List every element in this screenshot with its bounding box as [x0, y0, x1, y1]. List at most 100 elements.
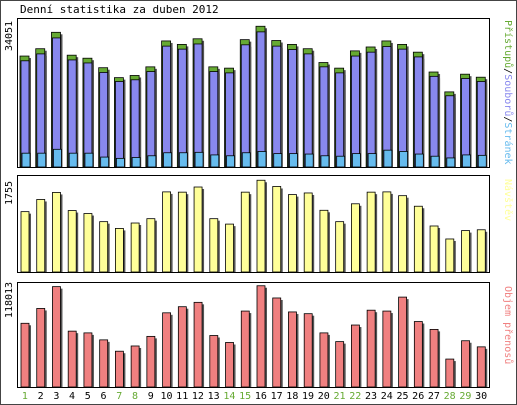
bar-navstev-25 — [398, 195, 408, 273]
bar-souboru-17 — [272, 45, 282, 168]
bar-objem-20 — [319, 332, 329, 388]
bar-stranek-24 — [383, 149, 393, 168]
chart-title: Denní statistika za duben 2012 — [20, 3, 219, 16]
x-tick-label-16: 16 — [255, 391, 267, 402]
bar-navstev-22 — [350, 203, 360, 273]
bar-objem-16 — [256, 285, 266, 388]
bar-objem-25 — [398, 296, 408, 388]
bar-objem-24 — [382, 310, 392, 388]
x-tick-label-25: 25 — [396, 391, 408, 402]
bar-navstev-13 — [209, 218, 219, 273]
bar-stranek-7 — [116, 157, 125, 168]
bar-souboru-12 — [193, 43, 203, 168]
panel-frame-1 — [17, 18, 490, 168]
bar-stranek-2 — [37, 152, 47, 168]
bar-objem-17 — [272, 297, 282, 388]
x-tick-label-4: 4 — [69, 391, 75, 402]
bar-stranek-11 — [178, 152, 188, 168]
bar-stranek-10 — [163, 152, 173, 168]
bar-objem-21 — [335, 341, 345, 388]
bar-navstev-14 — [225, 223, 234, 273]
x-tick-label-30: 30 — [475, 391, 487, 402]
x-tick-label-10: 10 — [160, 391, 172, 402]
bar-stranek-12 — [194, 151, 204, 168]
bar-stranek-28 — [446, 157, 456, 168]
bar-souboru-10 — [162, 45, 172, 168]
bar-navstev-4 — [67, 210, 77, 273]
bar-souboru-6 — [99, 72, 109, 168]
bar-objem-27 — [429, 328, 439, 388]
bar-navstev-18 — [288, 194, 297, 273]
x-tick-label-1: 1 — [22, 391, 28, 402]
x-tick-label-6: 6 — [101, 391, 107, 402]
bar-stranek-29 — [462, 154, 471, 168]
bar-stranek-8 — [131, 157, 141, 168]
x-tick-label-21: 21 — [334, 391, 346, 402]
bar-souboru-30 — [476, 81, 486, 168]
bar-stranek-3 — [53, 148, 62, 168]
x-tick-label-11: 11 — [176, 391, 188, 402]
x-tick-label-22: 22 — [349, 391, 361, 402]
bar-navstev-2 — [36, 199, 46, 273]
bar-navstev-3 — [52, 192, 61, 273]
bar-stranek-14 — [226, 155, 235, 168]
x-tick-label-26: 26 — [412, 391, 424, 402]
bar-navstev-28 — [445, 238, 455, 273]
bar-stranek-15 — [241, 152, 251, 168]
bar-stranek-20 — [320, 155, 330, 168]
x-tick-label-13: 13 — [208, 391, 220, 402]
legend-sep: / — [502, 116, 513, 122]
bar-souboru-25 — [398, 48, 408, 168]
legend-objem: Objem přenosů — [502, 286, 514, 364]
bar-souboru-26 — [413, 56, 423, 168]
y-max-label-2: 1755 — [4, 181, 15, 205]
bar-navstev-20 — [319, 209, 329, 273]
x-tick-label-7: 7 — [116, 391, 122, 402]
bar-objem-15 — [240, 310, 250, 388]
bar-souboru-13 — [209, 71, 219, 168]
panel-frame-2 — [17, 175, 490, 273]
bar-navstev-10 — [162, 191, 172, 273]
bar-navstev-23 — [366, 191, 376, 273]
y-max-label-3: 118013 — [4, 282, 15, 318]
bar-navstev-17 — [272, 186, 282, 273]
x-tick-label-19: 19 — [302, 391, 314, 402]
bar-souboru-1 — [20, 60, 30, 168]
bar-souboru-14 — [225, 72, 234, 168]
bar-objem-18 — [288, 311, 297, 388]
x-tick-label-29: 29 — [459, 391, 471, 402]
bar-navstev-15 — [240, 191, 250, 273]
x-tick-label-23: 23 — [365, 391, 377, 402]
x-tick-label-8: 8 — [132, 391, 138, 402]
y-max-label-1: 34051 — [4, 21, 15, 51]
bar-stranek-13 — [210, 154, 220, 168]
bar-stranek-5 — [84, 152, 94, 168]
x-tick-label-20: 20 — [318, 391, 330, 402]
bar-souboru-19 — [303, 53, 313, 168]
bar-objem-30 — [476, 346, 486, 388]
bar-stranek-30 — [477, 154, 487, 168]
x-tick-label-5: 5 — [85, 391, 91, 402]
bar-souboru-9 — [146, 71, 156, 168]
legend-stranek: Stránek — [502, 122, 514, 164]
x-tick-label-18: 18 — [286, 391, 298, 402]
bar-souboru-5 — [83, 62, 93, 168]
x-tick-label-2: 2 — [38, 391, 44, 402]
bar-navstev-6 — [99, 221, 109, 273]
bar-souboru-20 — [319, 66, 329, 168]
bar-navstev-12 — [193, 186, 203, 273]
bar-objem-28 — [445, 358, 455, 388]
legend-sep: / — [502, 68, 513, 74]
bar-objem-10 — [162, 312, 172, 388]
bar-navstev-9 — [146, 218, 156, 273]
bar-objem-1 — [20, 322, 30, 388]
x-tick-label-12: 12 — [192, 391, 204, 402]
bar-objem-26 — [413, 321, 423, 388]
x-tick-label-15: 15 — [239, 391, 251, 402]
bar-objem-2 — [36, 308, 46, 388]
bar-stranek-16 — [257, 151, 267, 168]
bar-navstev-1 — [20, 211, 30, 273]
bar-navstev-8 — [130, 222, 140, 273]
bar-navstev-16 — [256, 179, 266, 273]
